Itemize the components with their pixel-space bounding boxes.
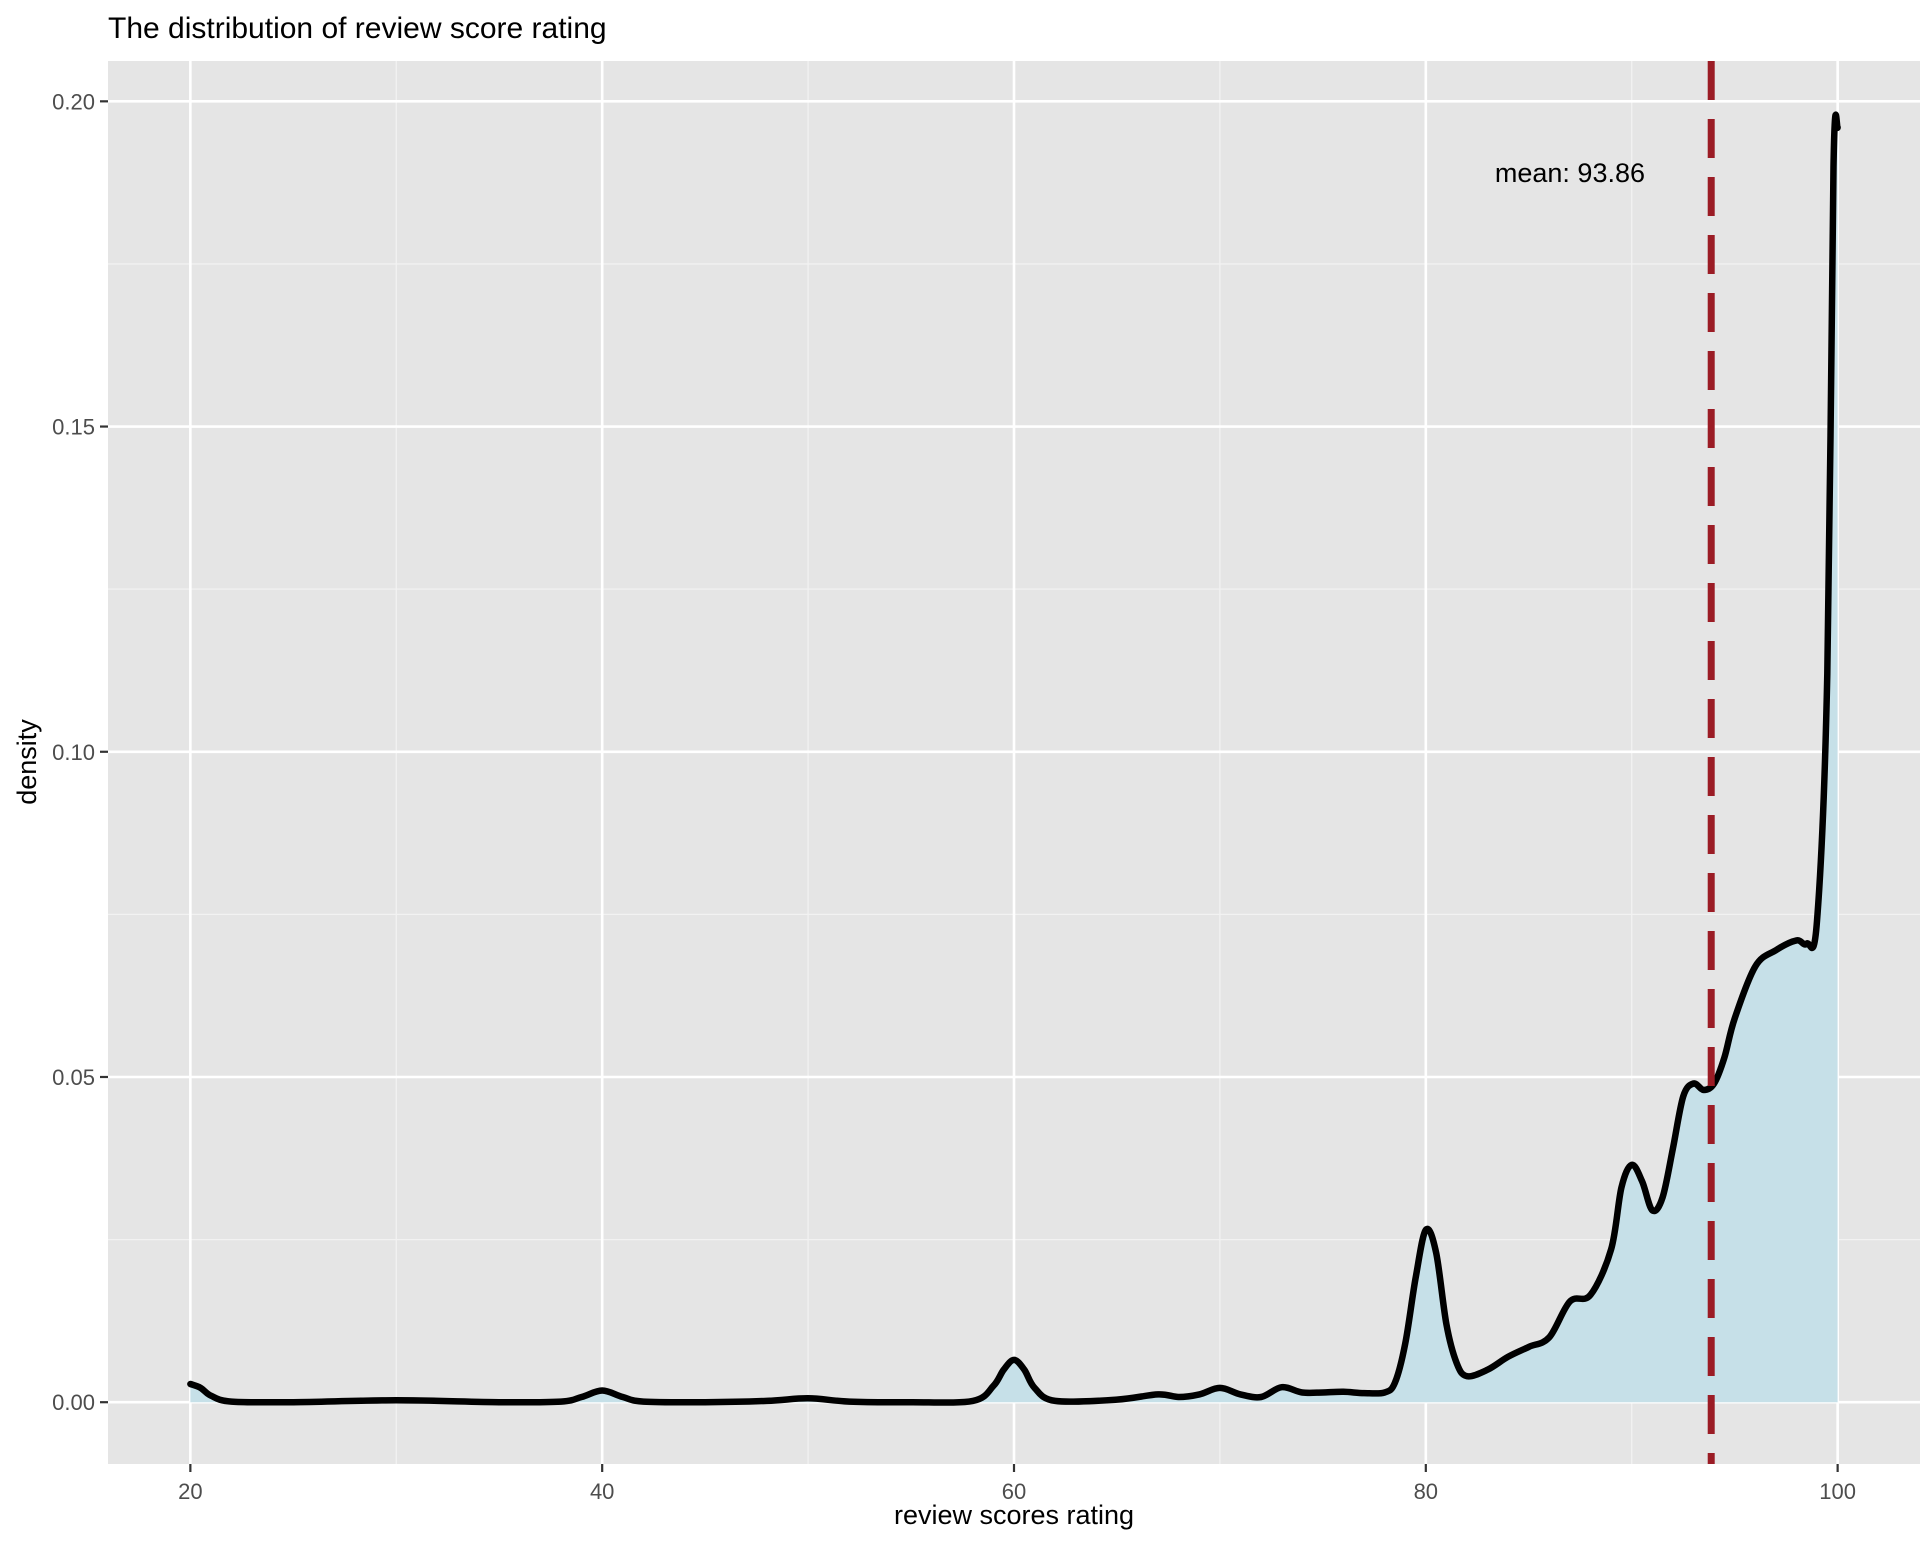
x-tick-label: 60 <box>1002 1479 1026 1504</box>
chart-title: The distribution of review score rating <box>108 12 607 45</box>
density-area <box>190 114 1838 1403</box>
major-grid <box>108 61 1920 1464</box>
y-axis: 0.00 0.05 0.10 0.15 0.20 <box>52 89 108 1415</box>
y-tick-label: 0.20 <box>52 89 95 114</box>
y-axis-label: density <box>12 719 42 805</box>
x-axis: 20 40 60 80 100 <box>178 1464 1856 1504</box>
x-tick-label: 80 <box>1414 1479 1438 1504</box>
x-tick-label: 20 <box>178 1479 202 1504</box>
y-tick-label: 0.05 <box>52 1065 95 1090</box>
mean-annotation: mean: 93.86 <box>1495 158 1645 188</box>
x-tick-label: 100 <box>1819 1479 1856 1504</box>
y-tick-label: 0.10 <box>52 740 95 765</box>
y-tick-label: 0.00 <box>52 1390 95 1415</box>
x-tick-label: 40 <box>590 1479 614 1504</box>
density-line <box>187 111 1841 1406</box>
x-axis-label: review scores rating <box>894 1500 1134 1530</box>
y-tick-label: 0.15 <box>52 415 95 440</box>
